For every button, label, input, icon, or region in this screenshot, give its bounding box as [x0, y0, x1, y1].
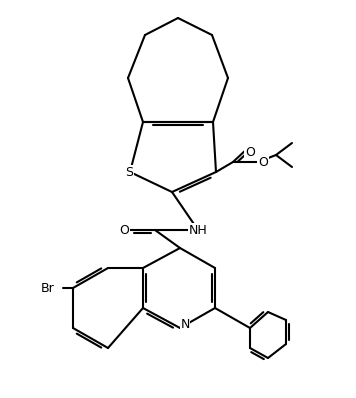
Text: O: O [258, 156, 268, 168]
Text: Br: Br [41, 281, 55, 295]
Text: NH: NH [189, 224, 208, 236]
Text: O: O [245, 146, 255, 158]
Text: S: S [125, 166, 133, 178]
Text: N: N [180, 318, 190, 330]
Text: O: O [119, 224, 129, 236]
